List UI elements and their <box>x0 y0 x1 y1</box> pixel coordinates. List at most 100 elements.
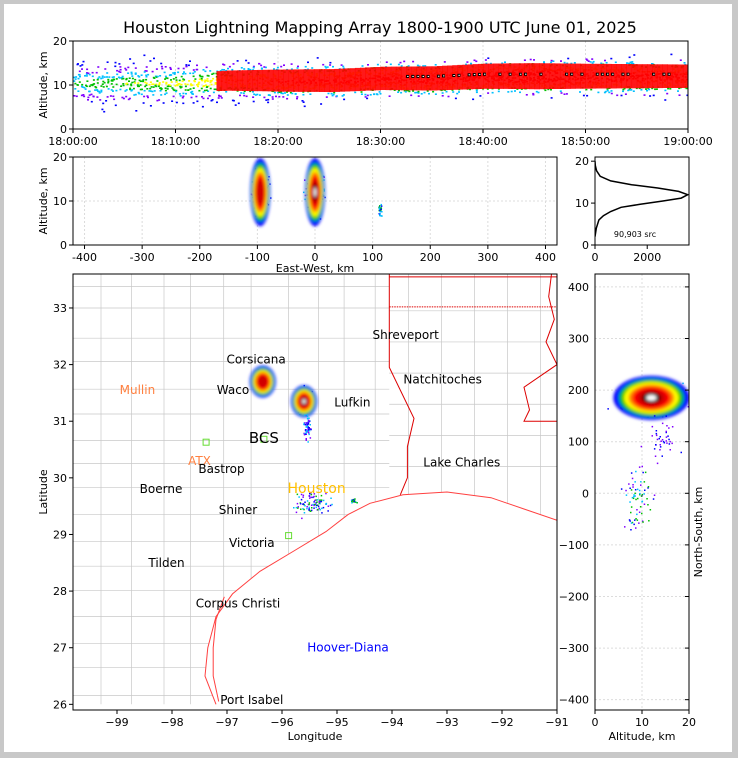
density-peak-white <box>484 73 486 75</box>
lightning-source <box>88 73 91 76</box>
lightning-source <box>102 102 105 105</box>
lightning-source <box>655 434 658 437</box>
density-core <box>278 69 284 92</box>
lightning-source <box>206 80 209 82</box>
lightning-source <box>170 79 172 81</box>
lightning-source <box>209 79 212 82</box>
lightning-source <box>565 93 568 95</box>
lightning-source <box>299 502 302 504</box>
latitude-tick-label: 29 <box>53 528 67 541</box>
lightning-source <box>324 196 326 199</box>
lightning-source <box>690 80 692 82</box>
histogram-y-tick-label: 0 <box>582 239 589 252</box>
lightning-source <box>487 57 490 59</box>
lightning-source <box>73 80 76 82</box>
lightning-source <box>247 62 250 64</box>
lightning-source <box>95 86 98 89</box>
lightning-source <box>173 71 176 74</box>
lightning-source <box>185 92 187 95</box>
lightning-source <box>182 95 185 98</box>
lightning-source <box>100 89 103 92</box>
lightning-source <box>651 87 654 90</box>
lightning-source <box>86 72 88 74</box>
lightning-source <box>225 69 228 72</box>
lightning-source <box>293 507 295 509</box>
lightning-source <box>192 72 195 75</box>
density-peak-white <box>478 73 481 75</box>
lightning-source <box>183 71 185 73</box>
lightning-source <box>191 84 194 86</box>
lightning-source <box>130 73 133 75</box>
density-core <box>334 68 340 92</box>
lightning-source <box>668 443 671 445</box>
lightning-source <box>79 65 82 67</box>
lightning-source <box>302 101 305 103</box>
lightning-source <box>350 499 353 501</box>
density-core <box>611 64 617 89</box>
lightning-source <box>196 100 199 103</box>
density-core <box>483 63 489 89</box>
density-core <box>247 70 253 92</box>
lightning-source <box>354 501 356 503</box>
lightning-source <box>634 489 637 491</box>
lightning-source <box>638 489 641 492</box>
lightning-source <box>300 493 303 496</box>
lightning-source <box>98 92 101 94</box>
lightning-source <box>219 70 222 72</box>
lightning-source <box>316 499 319 501</box>
lightning-source <box>319 508 321 511</box>
density-peak-white <box>437 75 440 77</box>
lightning-source <box>202 91 205 93</box>
lightning-source <box>559 90 562 92</box>
lightning-source <box>683 62 686 64</box>
lightning-source <box>635 498 637 501</box>
lightning-source <box>663 442 666 444</box>
lightning-source <box>486 88 489 90</box>
lightning-source <box>105 85 108 88</box>
lightning-source <box>626 62 628 64</box>
lightning-source <box>296 67 299 69</box>
lightning-source <box>190 96 193 99</box>
lightning-source <box>335 95 338 97</box>
lightning-source <box>353 500 355 503</box>
lightning-source <box>636 488 639 491</box>
ew-tick-label: -300 <box>130 251 155 264</box>
ew-cells <box>250 158 383 227</box>
density-core <box>539 63 545 90</box>
lightning-source <box>193 80 196 82</box>
lightning-source <box>550 88 552 91</box>
lightning-source <box>306 418 309 420</box>
lightning-source <box>125 83 128 85</box>
lightning-source <box>308 430 311 432</box>
lightning-source <box>73 76 76 79</box>
lightning-source <box>130 90 133 92</box>
lightning-source <box>610 57 613 60</box>
density-core <box>590 63 597 89</box>
lightning-source <box>137 75 140 77</box>
density-contour <box>646 394 657 401</box>
lightning-source <box>290 63 293 65</box>
time-tick-label: 18:20:00 <box>253 135 302 148</box>
lightning-source <box>629 61 632 64</box>
lightning-source <box>649 509 652 511</box>
lightning-source <box>586 94 589 97</box>
time-tick-label: 18:40:00 <box>458 135 507 148</box>
lightning-source <box>303 512 306 514</box>
lightning-source <box>320 500 323 503</box>
lightning-source <box>112 95 115 98</box>
lightning-source <box>640 495 643 497</box>
source-count-label: 90,903 src <box>614 230 656 239</box>
lightning-source <box>606 89 609 92</box>
latitude-tick-label: 32 <box>53 359 67 372</box>
lightning-source <box>184 85 187 88</box>
lightning-source <box>308 495 311 497</box>
ew-storm-cell <box>250 158 271 227</box>
lightning-source <box>134 78 137 81</box>
lightning-source <box>209 87 212 90</box>
lightning-source <box>187 64 190 67</box>
lightning-source <box>417 95 420 97</box>
density-core <box>431 66 438 91</box>
lightning-source <box>631 477 634 480</box>
lightning-source <box>173 73 176 75</box>
lightning-source <box>304 505 306 507</box>
